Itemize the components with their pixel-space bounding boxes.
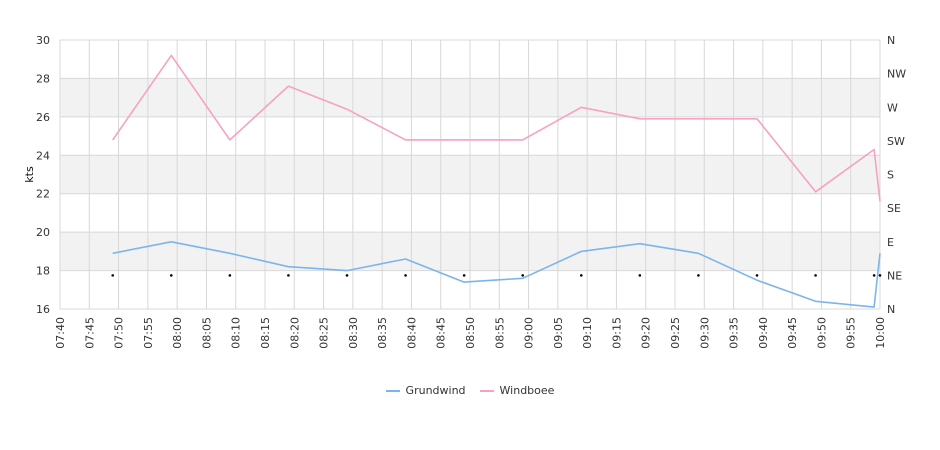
- x-tick-label: 08:20: [288, 317, 301, 349]
- x-tick-label: 08:15: [259, 317, 272, 349]
- direction-marker: [345, 274, 349, 277]
- direction-marker: [462, 274, 466, 277]
- direction-marker: [579, 274, 583, 277]
- direction-tick-label: NW: [887, 68, 906, 81]
- x-tick-label: 08:50: [464, 317, 477, 349]
- x-tick-label: 09:45: [786, 317, 799, 349]
- direction-marker: [697, 274, 700, 277]
- direction-marker: [521, 274, 525, 277]
- x-tick-label: 09:05: [552, 317, 565, 349]
- x-tick-label: 09:00: [523, 317, 536, 349]
- direction-marker: [638, 274, 642, 277]
- legend-label-windboee: Windboee: [499, 384, 555, 397]
- x-tick-label: 08:25: [318, 317, 331, 349]
- x-tick-label: 07:45: [83, 317, 96, 349]
- x-tick-label: 08:05: [200, 317, 213, 349]
- x-tick-label: 07:50: [113, 317, 126, 349]
- direction-tick-label: N: [887, 303, 895, 316]
- y-tick-label: 28: [36, 72, 50, 85]
- x-tick-label: 09:25: [669, 317, 682, 349]
- direction-tick-label: NE: [887, 269, 902, 282]
- x-tick-label: 09:15: [610, 317, 623, 349]
- x-tick-label: 09:35: [728, 317, 741, 349]
- direction-marker: [111, 274, 115, 277]
- y-tick-label: 16: [36, 303, 50, 316]
- x-tick-label: 08:10: [230, 317, 243, 349]
- y-tick-label: 30: [36, 34, 50, 47]
- direction-tick-label: N: [887, 34, 895, 47]
- direction-tick-label: SW: [887, 135, 905, 148]
- direction-marker: [169, 274, 173, 277]
- direction-marker: [755, 274, 759, 277]
- x-tick-label: 08:30: [347, 317, 360, 349]
- direction-marker: [404, 274, 407, 277]
- x-tick-label: 09:30: [698, 317, 711, 349]
- legend-item-grundwind[interactable]: Grundwind: [385, 384, 466, 397]
- direction-marker: [814, 274, 817, 277]
- y-tick-label: 20: [36, 226, 50, 239]
- direction-marker: [228, 274, 232, 277]
- legend: Grundwind Windboee: [0, 384, 940, 397]
- series-line-grundwind: [112, 241, 881, 308]
- x-tick-label: 08:45: [435, 317, 448, 349]
- x-tick-label: 08:35: [376, 317, 389, 349]
- y-tick-label: 22: [36, 188, 50, 201]
- direction-tick-label: SE: [887, 202, 901, 215]
- x-tick-label: 09:10: [581, 317, 594, 349]
- legend-label-grundwind: Grundwind: [405, 384, 466, 397]
- direction-marker: [287, 274, 290, 277]
- x-tick-label: 10:00: [874, 317, 887, 349]
- legend-swatch-windboee: [479, 389, 494, 392]
- direction-marker: [878, 274, 882, 277]
- legend-swatch-grundwind: [385, 389, 400, 392]
- x-tick-label: 09:40: [757, 317, 770, 349]
- x-tick-label: 09:55: [845, 317, 858, 349]
- direction-tick-label: E: [887, 236, 894, 249]
- y-tick-label: 18: [36, 265, 50, 278]
- x-tick-label: 08:55: [493, 317, 506, 349]
- x-tick-label: 08:40: [405, 317, 418, 349]
- x-tick-label: 07:55: [142, 317, 155, 349]
- y-axis-title: kts: [23, 166, 36, 183]
- x-tick-label: 09:20: [640, 317, 653, 349]
- direction-tick-label: S: [887, 169, 894, 182]
- legend-item-windboee[interactable]: Windboee: [479, 384, 555, 397]
- x-tick-label: 07:40: [54, 317, 67, 349]
- x-tick-label: 08:00: [171, 317, 184, 349]
- direction-marker: [872, 274, 876, 277]
- y-tick-label: 24: [36, 149, 50, 162]
- direction-tick-label: W: [887, 101, 898, 114]
- y-tick-label: 26: [36, 111, 50, 124]
- x-tick-label: 09:50: [815, 317, 828, 349]
- series-line-windboee: [112, 54, 881, 202]
